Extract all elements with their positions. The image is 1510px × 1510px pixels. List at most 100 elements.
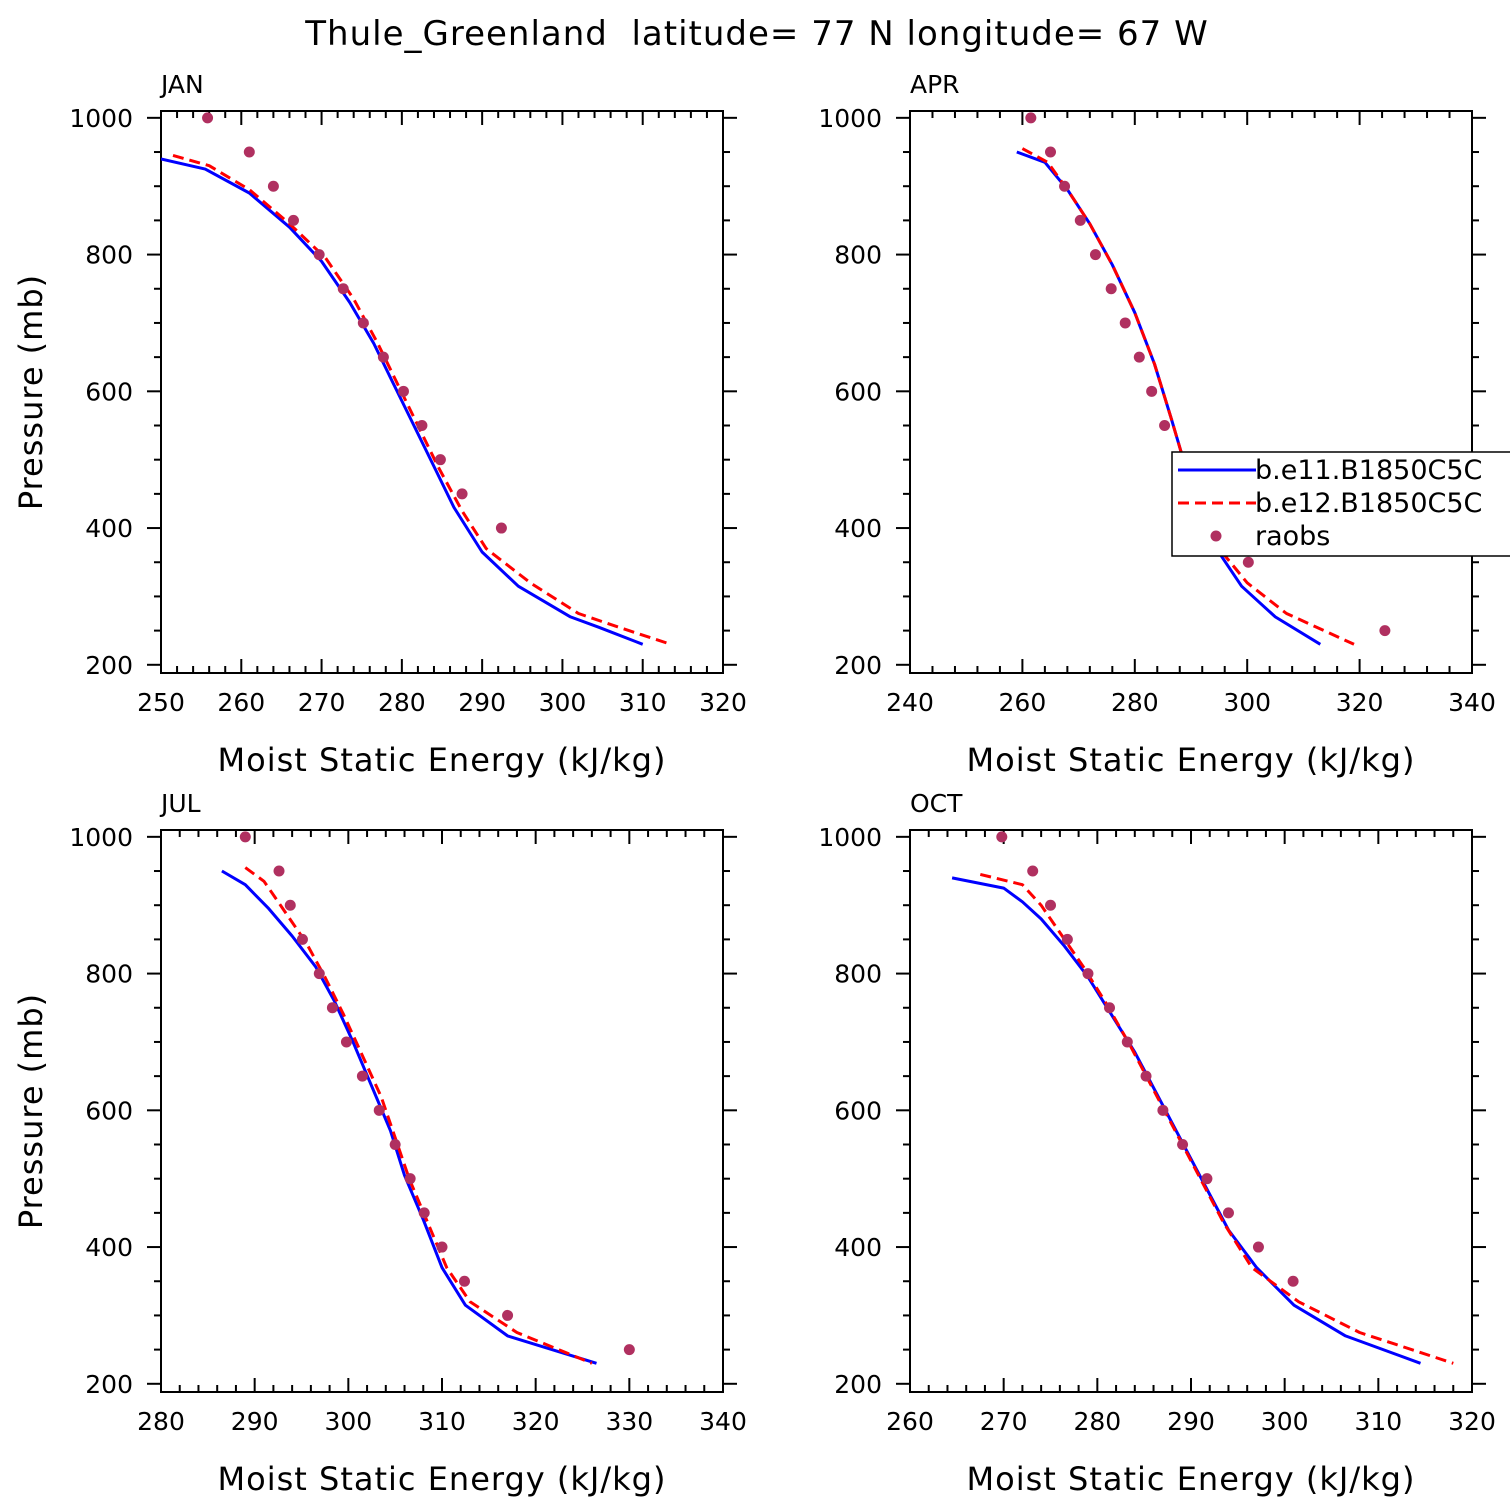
- raobs-point: [502, 1309, 514, 1321]
- raobs-point: [1119, 317, 1131, 329]
- raobs-point: [623, 1344, 635, 1356]
- x-axis-title: Moist Static Energy (kJ/kg): [967, 741, 1416, 779]
- raobs-point: [296, 933, 308, 945]
- raobs-point: [1379, 625, 1391, 637]
- panel-jul: 280 290 300 310 320 330 340 200 400 600 800 1000 JUL…: [12, 789, 747, 1498]
- raobs-point: [416, 420, 428, 432]
- x-tick-label: 280: [1111, 688, 1159, 717]
- raobs-point: [313, 249, 325, 261]
- raobs-point: [377, 351, 389, 363]
- raobs-point: [284, 899, 296, 911]
- raobs-point: [1027, 865, 1039, 877]
- x-tick-label: 320: [699, 688, 747, 717]
- series-line-e12: [979, 872, 1454, 1365]
- y-axis-title: Pressure (mb): [12, 993, 50, 1229]
- y-tick-label: 800: [834, 960, 882, 989]
- raobs-point: [1105, 283, 1117, 295]
- series-line-e12: [1021, 147, 1355, 646]
- x-tick-label: 320: [1448, 1407, 1496, 1436]
- x-tick-label: 310: [619, 688, 667, 717]
- plot-area: [221, 831, 635, 1365]
- series-line-e11: [951, 876, 1422, 1365]
- plot-frame: [160, 829, 724, 1393]
- raobs-point: [356, 1070, 368, 1082]
- raobs-point: [1287, 1275, 1299, 1287]
- raobs-point: [1242, 556, 1254, 568]
- y-tick-label: 200: [834, 1370, 882, 1399]
- plot-frame: [909, 110, 1473, 674]
- x-tick-label: 330: [605, 1407, 653, 1436]
- x-tick-label: 240: [886, 688, 934, 717]
- legend-label: b.e12.B1850C5C: [1255, 488, 1482, 519]
- raobs-point: [1133, 351, 1145, 363]
- x-tick-label: 310: [418, 1407, 466, 1436]
- plot-frame: [160, 110, 724, 674]
- y-tick-label: 600: [85, 377, 133, 406]
- panel-apr: 240 260 280 300 320 340 200 400 600 800 1000 APR Moi…: [818, 70, 1495, 779]
- raobs-point: [404, 1173, 416, 1185]
- raobs-point: [1025, 112, 1037, 124]
- plot-frame: [909, 829, 1473, 1393]
- raobs-point: [436, 1241, 448, 1253]
- x-axis-title: Moist Static Energy (kJ/kg): [967, 1460, 1416, 1498]
- y-tick-label: 800: [85, 960, 133, 989]
- x-tick-label: 260: [886, 1407, 934, 1436]
- raobs-point: [1121, 1036, 1133, 1048]
- raobs-point: [373, 1104, 385, 1116]
- x-tick-label: 250: [137, 688, 185, 717]
- x-tick-label: 320: [512, 1407, 560, 1436]
- y-tick-label: 1000: [69, 104, 133, 133]
- y-axis-title: Pressure (mb): [12, 274, 50, 510]
- y-tick-label: 200: [85, 1370, 133, 1399]
- x-tick-label: 280: [378, 688, 426, 717]
- series-line-e11: [161, 157, 644, 646]
- legend-label: raobs: [1255, 521, 1330, 552]
- raobs-point: [273, 865, 285, 877]
- x-tick-label: 310: [1354, 1407, 1402, 1436]
- x-axis-title: Moist Static Energy (kJ/kg): [218, 741, 667, 779]
- raobs-point: [239, 831, 251, 843]
- y-tick-label: 200: [834, 651, 882, 680]
- panel-jan: 250 260 270 280 290 300 310 320 200 400 600 800 1000…: [12, 70, 747, 779]
- figure-title: Thule_Greenland latitude= 77 N longitude…: [304, 14, 1208, 54]
- raobs-point: [337, 283, 349, 295]
- raobs-point: [1082, 968, 1094, 980]
- panel-oct: 260 270 280 290 300 310 320 200 400 600 800 1000 OCT…: [818, 789, 1495, 1498]
- panel-title: JAN: [159, 70, 204, 99]
- x-tick-label: 300: [1261, 1407, 1309, 1436]
- panel-title: JUL: [159, 789, 201, 818]
- panels: 250 260 270 280 290 300 310 320 200 400 600 800 1000…: [12, 70, 1496, 1498]
- raobs-point: [1157, 1104, 1169, 1116]
- raobs-point: [1104, 1002, 1116, 1014]
- x-tick-label: 270: [980, 1407, 1028, 1436]
- series-line-e11: [1016, 150, 1322, 646]
- panel-title: APR: [910, 70, 960, 99]
- raobs-point: [202, 112, 214, 124]
- y-tick-label: 1000: [818, 104, 882, 133]
- raobs-point: [456, 488, 468, 500]
- raobs-point: [1074, 214, 1086, 226]
- raobs-point: [996, 831, 1008, 843]
- x-tick-label: 300: [1223, 688, 1271, 717]
- panel-title: OCT: [910, 789, 963, 818]
- raobs-point: [1140, 1070, 1152, 1082]
- raobs-point: [340, 1036, 352, 1048]
- x-tick-label: 290: [458, 688, 506, 717]
- raobs-point: [1201, 1173, 1213, 1185]
- x-tick-label: 260: [217, 688, 265, 717]
- y-tick-label: 1000: [818, 823, 882, 852]
- series-line-e12: [172, 153, 672, 646]
- raobs-point: [326, 1002, 338, 1014]
- raobs-point: [1045, 146, 1056, 158]
- series-line-e12: [244, 866, 593, 1365]
- x-tick-label: 300: [539, 688, 587, 717]
- plot-area: [951, 831, 1454, 1365]
- y-tick-label: 400: [834, 514, 882, 543]
- y-tick-label: 600: [834, 377, 882, 406]
- x-tick-label: 290: [1167, 1407, 1215, 1436]
- legend-label: b.e11.B1850C5C: [1255, 455, 1482, 486]
- x-tick-label: 270: [298, 688, 346, 717]
- raobs-point: [1059, 180, 1071, 192]
